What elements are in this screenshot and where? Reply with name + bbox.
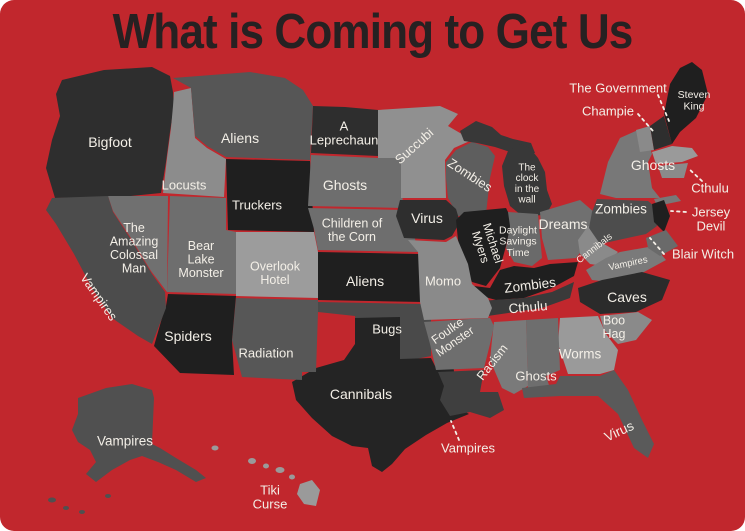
state-indiana	[506, 212, 542, 266]
state-michigan	[502, 144, 552, 216]
state-vermont	[636, 126, 654, 152]
state-arkansas	[424, 318, 494, 370]
aleutian-island	[63, 506, 69, 510]
state-new-jersey	[652, 200, 670, 232]
callout-blair-witch-label: Blair Witch	[672, 247, 734, 262]
state-label-maine: Steven King	[678, 89, 711, 112]
state-label-pennsylvania: Zombies	[595, 202, 647, 217]
state-florida	[522, 370, 654, 458]
state-label-oklahoma: Bugs	[372, 322, 402, 337]
hawaiian-island	[211, 445, 219, 451]
callout-cthulu-line	[687, 167, 703, 182]
state-label-montana: Aliens	[221, 130, 259, 146]
hawaiian-island	[275, 467, 285, 473]
page-title: What is Coming to Get Us	[112, 5, 634, 59]
callout-jersey-devil-label: Jersey Devil	[692, 205, 731, 234]
state-nebraska	[308, 208, 418, 252]
state-california	[46, 196, 166, 344]
state-wisconsin	[446, 142, 495, 216]
state-pennsylvania	[589, 199, 657, 244]
state-south-carolina	[600, 312, 652, 344]
state-label-utah: Bear Lake Monster	[178, 239, 223, 280]
state-north-carolina	[578, 272, 670, 314]
state-label-idaho: Locusts	[162, 178, 207, 193]
state-label-north-dakota: A Leprechaun	[310, 119, 379, 148]
state-massachusetts	[652, 146, 698, 164]
callout-tiki-curse-label: Tiki Curse	[253, 483, 288, 512]
state-north-dakota	[311, 106, 378, 156]
state-washington-oregon	[46, 67, 174, 198]
state-minnesota	[378, 106, 472, 198]
state-label-new-york: Ghosts	[631, 157, 675, 173]
callout-vampires-louisiana-label: Vampires	[441, 441, 495, 456]
state-new-hampshire	[650, 116, 672, 150]
state-south-dakota	[308, 155, 403, 208]
hawaiian-island	[289, 474, 295, 480]
aleutian-island	[79, 510, 85, 514]
state-label-michigan: The clock in the wall	[515, 162, 540, 205]
state-label-nebraska: Children of the Corn	[322, 217, 383, 245]
state-label-kansas: Aliens	[346, 273, 384, 289]
state-nevada	[108, 196, 168, 292]
callout-champie-label: Champie	[582, 104, 634, 119]
state-alaska	[72, 384, 206, 482]
state-virginia	[586, 246, 666, 282]
state-maryland-delaware	[646, 230, 678, 256]
state-label-indiana: Daylight Savings Time	[499, 224, 537, 259]
aleutian-island	[48, 497, 56, 503]
state-wyoming	[226, 159, 314, 232]
state-label-wyoming: Truckers	[232, 198, 283, 213]
state-missouri	[408, 236, 492, 320]
state-label-south-carolina: Boo Hag	[603, 314, 626, 342]
state-connecticut-rhode-island	[658, 163, 688, 178]
state-illinois	[456, 208, 512, 286]
state-arizona	[154, 294, 236, 375]
state-label-colorado: Overlook Hotel	[250, 260, 301, 288]
callout-vampires-louisiana-line	[450, 420, 460, 441]
state-label-georgia: Worms	[559, 347, 602, 362]
state-label-alaska: Vampires	[97, 434, 153, 449]
state-georgia	[558, 316, 618, 374]
state-louisiana	[438, 370, 504, 418]
state-label-nevada: The Amazing Colossal Man	[110, 221, 159, 276]
state-alabama	[526, 318, 560, 388]
state-west-virginia	[578, 226, 618, 266]
aleutian-island	[105, 494, 111, 498]
state-montana	[173, 72, 313, 160]
state-label-kentucky: Zombies	[503, 275, 556, 296]
state-utah	[167, 196, 236, 294]
state-label-iowa: Virus	[411, 210, 443, 226]
state-label-tennessee: Cthulu	[508, 298, 548, 316]
state-label-south-dakota: Ghosts	[323, 177, 367, 193]
callout-cthulu-label: Cthulu	[691, 181, 729, 196]
hawaiian-island	[263, 463, 269, 469]
state-new-mexico	[232, 298, 318, 380]
state-hawaii-big-island	[297, 480, 320, 506]
state-texas	[292, 317, 469, 472]
state-label-texas: Cannibals	[330, 386, 392, 402]
callout-the-government-line	[657, 94, 670, 122]
state-mississippi	[490, 320, 528, 394]
state-kansas	[318, 252, 423, 302]
callout-jersey-devil-line	[670, 210, 687, 213]
state-label-new-mexico: Radiation	[239, 346, 294, 361]
state-label-ohio: Dreams	[538, 216, 587, 232]
hawaiian-island	[248, 458, 256, 464]
state-colorado	[236, 232, 318, 298]
state-label-north-carolina: Caves	[607, 289, 647, 305]
state-label-arizona: Spiders	[164, 328, 211, 344]
state-idaho	[163, 88, 226, 197]
state-label-washington-oregon: Bigfoot	[88, 134, 132, 150]
state-label-alabama: Ghosts	[515, 369, 557, 384]
state-iowa	[396, 200, 460, 240]
state-michigan-up	[460, 121, 535, 153]
callout-champie-line	[637, 113, 654, 132]
state-label-missouri: Momo	[425, 274, 461, 289]
state-kentucky	[474, 262, 578, 300]
callout-the-government-label: The Government	[569, 81, 667, 96]
state-maine	[664, 62, 708, 144]
